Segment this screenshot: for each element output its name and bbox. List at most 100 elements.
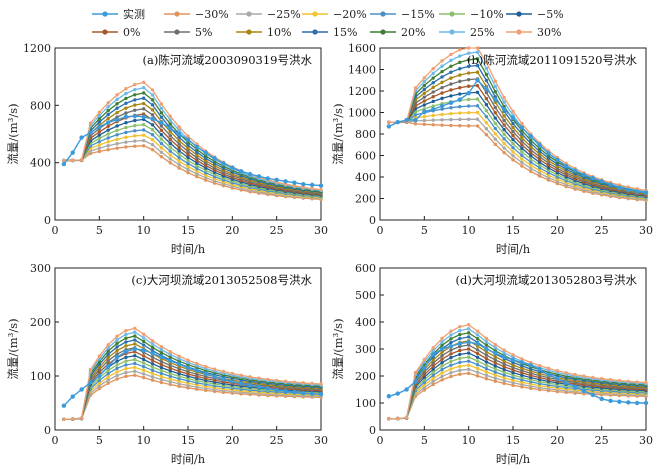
series-point (466, 46, 471, 50)
series-point (475, 46, 480, 50)
series-scenario (387, 323, 648, 421)
legend-label: −20% (333, 8, 367, 21)
series-point (582, 374, 586, 378)
series-point (168, 133, 172, 138)
series-point (529, 147, 533, 152)
series-point (404, 387, 409, 392)
series-point (266, 377, 270, 382)
x-tick-label: 25 (595, 434, 609, 447)
series-point (274, 177, 279, 183)
series-point (133, 87, 137, 92)
x-tick-label: 15 (181, 224, 195, 237)
series-point (493, 361, 497, 365)
series-point (150, 342, 155, 346)
series-point (195, 161, 199, 165)
series-point (159, 106, 164, 111)
series-point (431, 66, 435, 71)
series-point (114, 117, 120, 122)
chart-panel: 0 5 10 15 20 25 300100200300400500600时间/h流量/(m… (331, 262, 653, 466)
series-point (520, 385, 524, 389)
series-point (203, 150, 208, 155)
legend-swatch-marker (174, 29, 180, 35)
y-tick-label: 500 (355, 289, 376, 302)
series-point (265, 386, 270, 391)
series-point (133, 123, 137, 128)
series-point (493, 132, 497, 136)
series-point (502, 127, 506, 132)
series-point (186, 149, 190, 154)
series-point (511, 129, 515, 134)
series-point (106, 144, 110, 148)
series-point (502, 376, 506, 380)
x-tick-label: 25 (270, 434, 284, 447)
panel-title: (b)陈河流域2011091520号洪水 (467, 53, 638, 67)
legend-swatch-marker (516, 11, 522, 17)
plot-frame (54, 267, 322, 431)
series-point (475, 341, 480, 346)
series-point (141, 343, 146, 347)
series-point (168, 141, 172, 146)
series-point (115, 366, 119, 371)
series-point (449, 117, 453, 122)
series-point (150, 362, 155, 366)
series-point (159, 380, 164, 385)
series-point (458, 54, 462, 58)
series-point (475, 90, 480, 95)
series-point (466, 331, 471, 335)
series-point (159, 102, 164, 106)
series-point (177, 156, 181, 160)
legend-swatch-marker (380, 11, 386, 17)
panel-title: (d)大河坝流域2013052803号洪水 (455, 273, 637, 287)
series-point (168, 355, 172, 359)
series-point (133, 369, 137, 374)
chart-panel: 0 5 10 15 20 25 300100200300时间/h流量/(m³/s)(c)大河… (6, 262, 328, 466)
series-point (204, 163, 208, 168)
series-point (590, 392, 595, 398)
series-point (141, 133, 146, 137)
series-point (177, 125, 181, 129)
series-point (546, 171, 551, 175)
series-point (466, 90, 471, 96)
series-point (106, 128, 110, 132)
series-point (97, 384, 102, 388)
series-point (520, 366, 524, 370)
series-point (387, 416, 391, 421)
series-point (203, 371, 208, 377)
series-point (230, 371, 235, 376)
y-tick-label: 100 (355, 397, 376, 410)
series-point (520, 121, 524, 126)
series-point (386, 394, 392, 399)
series-point (79, 158, 84, 162)
series-point (520, 135, 524, 140)
series-point (510, 115, 516, 121)
legend-swatch-marker (246, 11, 252, 17)
series-point (177, 359, 181, 363)
series-point (537, 174, 542, 178)
series-line (388, 64, 647, 194)
series-point (466, 71, 471, 75)
series-point (617, 185, 622, 190)
series-point (177, 152, 181, 157)
legend-entry: −20% (302, 8, 367, 21)
series-point (422, 365, 427, 371)
series-point (458, 344, 462, 349)
series-point (88, 130, 93, 135)
series-point (159, 344, 164, 349)
series-point (466, 51, 471, 55)
series-point (449, 340, 453, 345)
series-point (195, 361, 199, 366)
series-point (458, 86, 462, 90)
series-point (204, 168, 208, 173)
series-point (195, 158, 199, 163)
series-point (546, 151, 551, 156)
series-point (88, 121, 93, 125)
series-point (529, 166, 533, 170)
series-point (168, 380, 172, 384)
series-point (422, 109, 427, 114)
series-point (221, 161, 226, 166)
series-point (141, 368, 146, 373)
series-point (581, 172, 587, 178)
series-point (502, 123, 506, 127)
series-point (537, 146, 542, 151)
series-point (133, 357, 137, 362)
